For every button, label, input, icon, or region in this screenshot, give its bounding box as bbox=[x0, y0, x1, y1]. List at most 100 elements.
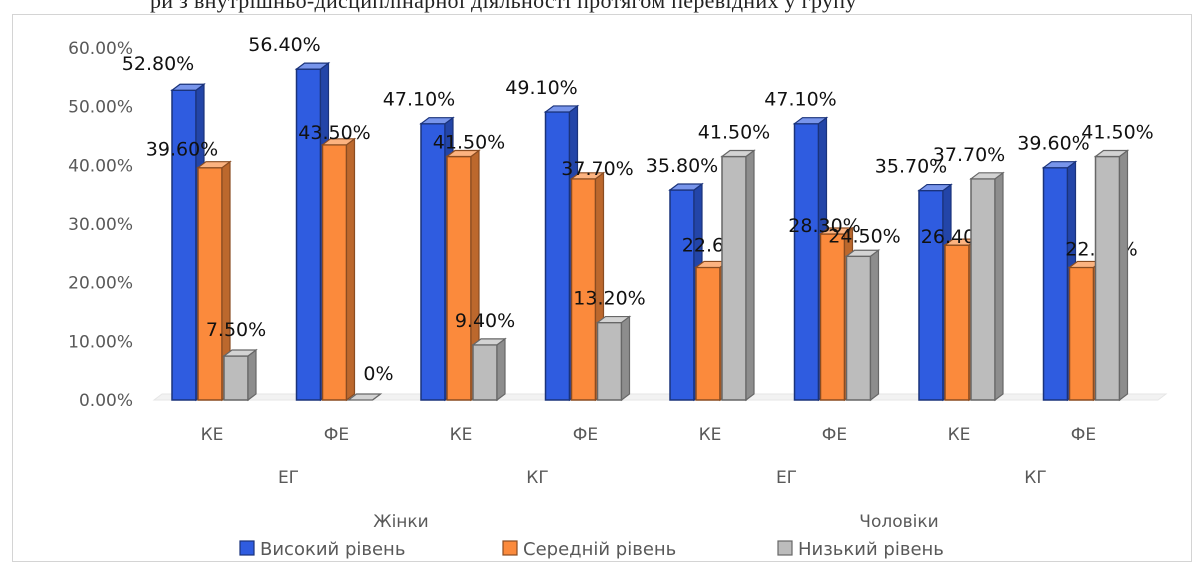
bar-front bbox=[944, 244, 970, 401]
data-label: 7.50% bbox=[206, 319, 266, 341]
group-label: ЕГ bbox=[776, 468, 797, 488]
data-label: 24.50% bbox=[828, 225, 900, 247]
bar-front bbox=[1094, 155, 1121, 401]
data-label: 35.70% bbox=[875, 156, 947, 178]
supergroup-label: Чоловіки bbox=[859, 512, 938, 532]
bar-side bbox=[345, 137, 356, 402]
data-label: 52.80% bbox=[122, 53, 194, 75]
bar-side bbox=[994, 171, 1004, 402]
data-label: 37.70% bbox=[561, 158, 633, 180]
bar-top bbox=[569, 172, 606, 180]
data-label: 35.80% bbox=[646, 155, 718, 177]
group-label: КГ bbox=[526, 468, 548, 488]
bar-top bbox=[346, 393, 383, 401]
y-tick-label: 50.00% bbox=[68, 98, 133, 118]
bar-front bbox=[223, 355, 249, 401]
data-label: 41.50% bbox=[698, 122, 770, 144]
bar-top bbox=[445, 149, 481, 158]
bar-front bbox=[197, 166, 223, 401]
bar-top bbox=[818, 227, 855, 235]
category-label: ФЕ bbox=[1071, 425, 1096, 445]
bar-side bbox=[496, 337, 506, 402]
bar-top bbox=[668, 183, 704, 191]
legend-label: Середній рівень bbox=[523, 539, 676, 560]
data-label: 47.10% bbox=[764, 89, 836, 111]
bar-front bbox=[1042, 166, 1069, 401]
bar-front bbox=[420, 122, 446, 401]
bar-front bbox=[544, 111, 571, 401]
bar-front bbox=[970, 178, 996, 401]
bar-top bbox=[471, 338, 507, 346]
cropped-document-text: ри з внутрішньо-дисциплінарної діяльност… bbox=[150, 0, 857, 13]
bar-front bbox=[695, 266, 721, 401]
category-label: ФЕ bbox=[573, 425, 598, 445]
category-label: КЕ bbox=[699, 425, 722, 445]
bar-top bbox=[1041, 161, 1078, 169]
supergroup-label: Жінки bbox=[373, 512, 428, 532]
category-label: КЕ bbox=[450, 425, 473, 445]
bar-top bbox=[170, 83, 206, 91]
legend-label: Високий рівень bbox=[260, 539, 405, 560]
bar-front bbox=[596, 321, 623, 401]
bar-top bbox=[792, 117, 829, 125]
y-tick-label: 0.00% bbox=[79, 391, 133, 411]
bar-top bbox=[320, 138, 357, 146]
bar-side bbox=[745, 149, 755, 402]
y-tick-label: 60.00% bbox=[68, 39, 133, 59]
data-label: 41.50% bbox=[433, 132, 505, 154]
bar-front bbox=[295, 68, 322, 401]
bar-front bbox=[845, 255, 872, 401]
bar-front bbox=[446, 155, 472, 401]
bar-front bbox=[472, 344, 498, 401]
data-label: 41.50% bbox=[1081, 122, 1153, 144]
data-label: 0% bbox=[363, 363, 393, 385]
y-tick-label: 20.00% bbox=[68, 274, 133, 294]
bar-top bbox=[969, 172, 1005, 180]
data-label: 39.60% bbox=[146, 139, 218, 161]
bar-top bbox=[595, 315, 632, 324]
data-label: 56.40% bbox=[248, 34, 320, 56]
bar-front bbox=[918, 189, 944, 401]
bar-side bbox=[869, 249, 880, 402]
data-label: 9.40% bbox=[455, 310, 515, 332]
bar-front bbox=[793, 122, 820, 401]
legend-swatch bbox=[502, 540, 518, 556]
category-label: ФЕ bbox=[822, 425, 847, 445]
category-label: КЕ bbox=[948, 425, 971, 445]
cropped-text-strip: ри з внутрішньо-дисциплінарної діяльност… bbox=[0, 0, 1203, 14]
y-tick-label: 10.00% bbox=[68, 332, 133, 352]
bar-top bbox=[917, 183, 953, 192]
bar-front bbox=[669, 189, 695, 401]
bar-top bbox=[543, 105, 580, 113]
bar-top bbox=[222, 349, 258, 357]
group-label: ЕГ bbox=[278, 468, 299, 488]
category-label: КЕ bbox=[201, 425, 224, 445]
bar-top bbox=[419, 117, 455, 125]
legend-swatch bbox=[777, 540, 793, 556]
y-tick-label: 40.00% bbox=[68, 156, 133, 176]
bar-top bbox=[720, 149, 756, 158]
group-label: КГ bbox=[1024, 468, 1046, 488]
data-label: 28.30% bbox=[788, 215, 860, 237]
data-label: 47.10% bbox=[383, 89, 455, 111]
bar-side bbox=[1118, 149, 1129, 402]
legend-swatch bbox=[239, 540, 255, 556]
bar-front bbox=[1068, 266, 1095, 401]
data-label: 39.60% bbox=[1017, 133, 1089, 155]
bar-top bbox=[1093, 149, 1130, 158]
y-tick-label: 30.00% bbox=[68, 215, 133, 235]
bar-front bbox=[721, 155, 747, 401]
bar-side bbox=[620, 315, 631, 402]
bar-top bbox=[844, 249, 881, 257]
bar-top bbox=[294, 62, 331, 70]
data-label: 13.20% bbox=[573, 288, 645, 310]
data-label: 49.10% bbox=[505, 77, 577, 99]
category-label: ФЕ bbox=[324, 425, 349, 445]
bar-front bbox=[321, 144, 348, 401]
bar-side bbox=[247, 348, 257, 402]
data-label: 37.70% bbox=[933, 144, 1005, 166]
bar-top bbox=[196, 161, 232, 169]
legend-label: Низький рівень bbox=[798, 539, 944, 560]
bar-front bbox=[171, 89, 197, 401]
